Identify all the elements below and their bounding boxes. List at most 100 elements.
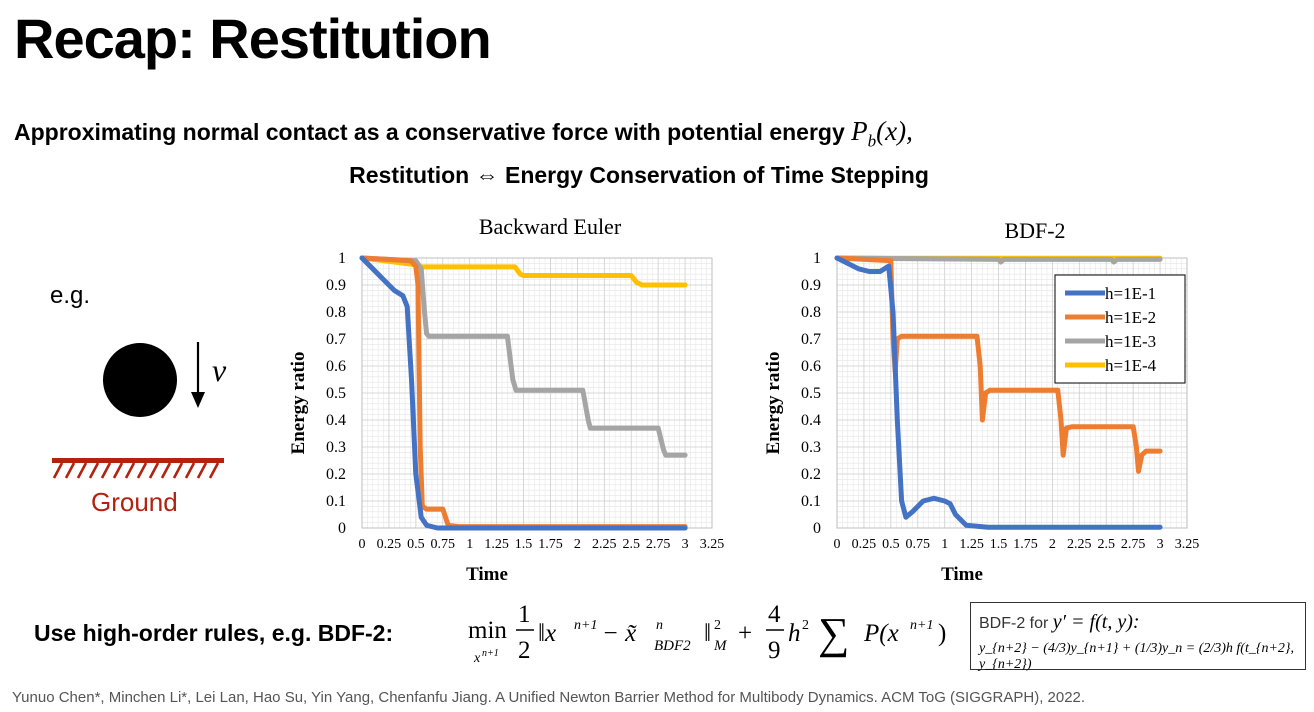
formula-P-close: ) — [938, 620, 946, 647]
contact-description: Approximating normal contact as a conser… — [14, 116, 913, 151]
slide-title: Recap: Restitution — [14, 7, 492, 70]
math-sub-b: b — [867, 131, 877, 151]
chart-title-bdf2: BDF-2 — [1004, 218, 1066, 243]
bdf2-definition-line1: BDF-2 for y′ = f(t, y): — [979, 611, 1140, 634]
y-tick-label: 0.7 — [801, 331, 821, 348]
y-tick-label: 0.8 — [801, 304, 821, 321]
contact-description-text: Approximating normal contact as a conser… — [14, 119, 852, 145]
x-tick-label: 1.5 — [990, 537, 1008, 552]
example-label: e.g. — [50, 282, 91, 309]
formula-M-sub: M — [713, 638, 728, 654]
potential-energy-math: Pb(x), — [851, 116, 913, 150]
formula-min-sub: x — [473, 651, 481, 666]
x-tick-label: 1.25 — [959, 537, 984, 552]
x-tick-label: 1.75 — [538, 537, 563, 552]
y-tick-label: 1 — [338, 250, 346, 267]
y-tick-label: 0.8 — [326, 304, 346, 321]
y-tick-label: 0.9 — [326, 277, 346, 294]
formula-tilde-sub: BDF2 — [654, 638, 691, 654]
y-tick-label: 0.6 — [326, 358, 346, 375]
formula-min: min — [468, 617, 507, 644]
x-tick-label: 2.75 — [1121, 537, 1146, 552]
x-tick-label: 0 — [359, 537, 366, 552]
chart-title-backward-euler: Backward Euler — [478, 214, 622, 239]
x-tick-label: 0.5 — [882, 537, 900, 552]
x-tick-label: 2.75 — [646, 537, 671, 552]
x-tick-label: 1 — [941, 537, 948, 552]
bdf2-label: BDF-2 for — [979, 615, 1053, 632]
formula-sum: ∑ — [818, 609, 849, 658]
x-tick-label: 1.5 — [515, 537, 533, 552]
y-tick-label: 0.1 — [326, 493, 346, 510]
y-tick-label: 0.5 — [326, 385, 346, 402]
x-tick-label: 3 — [682, 537, 689, 552]
x-tick-label: 1 — [466, 537, 473, 552]
ground-label: Ground — [91, 487, 178, 517]
formula-norm-close: ‖ — [704, 620, 711, 647]
bdf2-objective-formula: min x n+1 1 2 ‖x n+1 − x̃ n BDF2 ‖ 2 M +… — [468, 601, 946, 666]
math-P: P — [851, 116, 868, 146]
x-tick-label: 2 — [574, 537, 581, 552]
x-tick-label: 2.25 — [592, 537, 617, 552]
ball-ground-illustration — [52, 342, 224, 479]
series-line-h1e1 — [359, 255, 688, 531]
formula-four: 4 — [768, 601, 781, 628]
bdf2-chart: 0 0.25 0.5 0.75 1 1.25 1.5 1.75 2 2.25 2.5 2.75 3 3.2… — [763, 250, 1200, 585]
x-tick-label: 0.75 — [431, 537, 456, 552]
x-tick-label: 1.25 — [484, 537, 509, 552]
ball-icon — [103, 343, 177, 417]
x-tick-label: 1.75 — [1013, 537, 1038, 552]
citation: Yunuo Chen*, Minchen Li*, Lei Lan, Hao S… — [12, 689, 1086, 706]
x-tick-label: 2.5 — [622, 537, 640, 552]
bdf2-definition-line2: y_{n+2} − (4/3)y_{n+1} + (1/3)y_n = (2/3… — [979, 641, 1294, 672]
y-tick-label: 0.3 — [801, 439, 821, 456]
y-tick-label: 0.1 — [801, 493, 821, 510]
formula-norm-sup: n+1 — [574, 618, 597, 633]
formula-P-sup: n+1 — [910, 618, 933, 633]
restitution-statement: Restitution ⇔ Energy Conservation of Tim… — [0, 162, 1314, 189]
y-axis-label: Energy ratio — [763, 352, 784, 455]
y-tick-label: 0 — [338, 520, 346, 537]
formula-M-sup: 2 — [714, 618, 721, 633]
restitution-statement-text: Restitution ⇔ Energy Conservation of Tim… — [349, 162, 929, 188]
x-tick-label: 2.5 — [1097, 537, 1115, 552]
x-axis-label: Time — [466, 564, 508, 585]
x-tick-label: 0.75 — [906, 537, 931, 552]
backward-euler-chart: 0 0.25 0.5 0.75 1 1.25 1.5 1.75 2 2.25 2.5 2.75 3 3.2… — [288, 250, 724, 585]
series-line-h1e3 — [359, 255, 688, 458]
ground-hatch-icon — [52, 458, 224, 479]
math-x-paren: (x), — [876, 116, 913, 146]
high-order-rules-label: Use high-order rules, e.g. BDF-2: — [34, 620, 394, 646]
y-tick-label: 0 — [813, 520, 821, 537]
y-tick-label: 0.4 — [326, 412, 346, 429]
y-axis-label: Energy ratio — [288, 352, 309, 455]
legend-entry: h=1E-3 — [1105, 332, 1156, 351]
x-tick-label: 3 — [1157, 537, 1164, 552]
legend-entry: h=1E-1 — [1105, 284, 1156, 303]
legend: h=1E-1 h=1E-2 h=1E-3 h=1E-4 — [1054, 274, 1186, 384]
formula-two: 2 — [518, 637, 531, 664]
formula-min-sub-sup: n+1 — [482, 648, 499, 659]
x-tick-label: 3.25 — [1175, 537, 1200, 552]
velocity-arrow-icon — [191, 342, 205, 408]
series-line-h1e1 — [834, 255, 1163, 530]
y-tick-label: 0.4 — [801, 412, 821, 429]
y-tick-label: 0.3 — [326, 439, 346, 456]
formula-h: h — [788, 620, 801, 647]
ode-math: y′ = f(t, y): — [1052, 611, 1140, 633]
legend-entry: h=1E-2 — [1105, 308, 1156, 327]
bdf2-definition-box: BDF-2 for y′ = f(t, y): y_{n+2} − (4/3)y… — [970, 602, 1306, 672]
formula-P: P(x — [863, 620, 899, 647]
formula-tilde-sup: n — [656, 618, 663, 633]
formula-one: 1 — [518, 601, 531, 628]
x-tick-label: 0.25 — [377, 537, 402, 552]
legend-entry: h=1E-4 — [1105, 356, 1157, 375]
y-tick-label: 0.6 — [801, 358, 821, 375]
y-tick-label: 0.9 — [801, 277, 821, 294]
formula-plus: + — [738, 620, 752, 647]
x-tick-label: 0.25 — [852, 537, 877, 552]
velocity-label: v — [212, 352, 227, 388]
series-line-h1e3 — [834, 255, 1163, 265]
formula-nine: 9 — [768, 637, 781, 664]
y-tick-label: 0.7 — [326, 331, 346, 348]
